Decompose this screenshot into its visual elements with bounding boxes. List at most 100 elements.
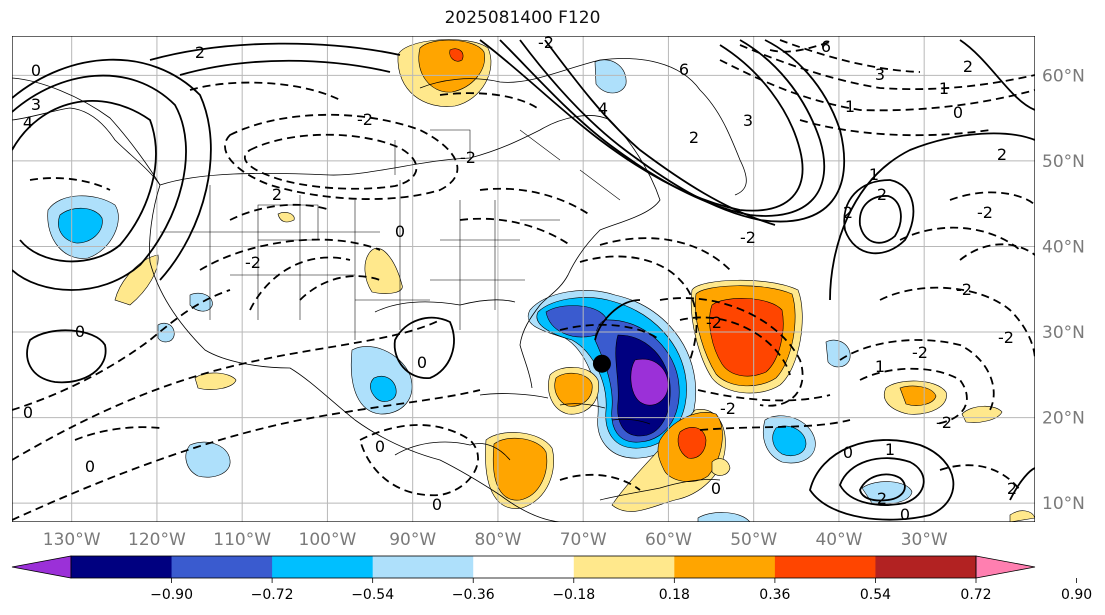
contour-label: -2 <box>357 110 373 129</box>
colorbar-extend-high <box>975 555 1036 579</box>
negative-anomaly-region <box>697 512 751 522</box>
negative-anomaly-region <box>825 339 851 368</box>
longitude-label: 110°W <box>213 530 271 550</box>
contour-label: 3 <box>875 65 885 84</box>
colorbar-tick-label: −0.54 <box>351 587 394 603</box>
contour-label: 6 <box>679 60 689 79</box>
contour-label: -2 <box>956 280 972 299</box>
contour-labels: 2 0 3 4 -2 -2 0 2 -2 0 0 0 0 0 0 4 6 3 2… <box>23 33 1017 524</box>
colorbar-tick-label: −0.72 <box>251 587 294 603</box>
latitude-label: 40°N <box>1042 237 1085 257</box>
contour-label: 1 <box>939 79 949 98</box>
contour-label: 0 <box>417 353 427 372</box>
contour-label: 0 <box>23 403 33 422</box>
latitude-label: 10°N <box>1042 494 1085 514</box>
contour-label: -2 <box>998 328 1014 347</box>
contour-label: 1 <box>885 440 895 459</box>
latitude-label: 60°N <box>1042 66 1085 86</box>
longitude-label: 60°W <box>645 530 692 550</box>
colorbar-tick-label: 0.90 <box>1061 587 1092 603</box>
contour-label: -2 <box>706 313 722 332</box>
contour-label: 2 <box>272 185 282 204</box>
positive-anomaly-region <box>114 254 159 306</box>
longitude-label: 90°W <box>389 530 436 550</box>
contour-label: 0 <box>375 437 385 456</box>
negative-anomaly-region <box>861 481 913 505</box>
latitude-labels: 60°N 50°N 40°N 30°N 20°N 10°N <box>1042 66 1085 514</box>
colorbar-tick-label: −0.90 <box>150 587 193 603</box>
contour-label: 2 <box>997 145 1007 164</box>
colorbar-segment <box>171 556 273 578</box>
colorbar-tick-label: −0.18 <box>552 587 595 603</box>
colorbar-segment <box>71 556 173 578</box>
colorbar-tick-label: 0.18 <box>659 587 690 603</box>
map-area: 2 0 3 4 -2 -2 0 2 -2 0 0 0 0 0 0 4 6 3 2… <box>12 33 1035 524</box>
contour-label: 2 <box>963 57 973 76</box>
longitude-label: 30°W <box>901 530 948 550</box>
longitude-label: 50°W <box>730 530 777 550</box>
latitude-label: 30°N <box>1042 323 1085 343</box>
contour-label: 2 <box>877 489 887 508</box>
longitude-label: 120°W <box>128 530 186 550</box>
longitude-label: 100°W <box>299 530 357 550</box>
negative-anomaly-region <box>630 358 669 406</box>
contour-label: 0 <box>85 457 95 476</box>
colorbar-segment <box>674 556 776 578</box>
contour-label: 3 <box>31 95 41 114</box>
contour-label: 0 <box>953 103 963 122</box>
latitude-label: 20°N <box>1042 409 1085 429</box>
contour-label: 2 <box>689 128 699 147</box>
positive-anomaly-region <box>709 298 784 377</box>
contour-label: 0 <box>900 505 910 524</box>
colorbar-tick-label: 0.36 <box>759 587 790 603</box>
storm-center-marker <box>592 354 611 373</box>
contour-label: 0 <box>432 495 442 514</box>
positive-anomaly-region <box>899 385 937 406</box>
longitude-label: 70°W <box>560 530 607 550</box>
negative-anomaly-region <box>594 59 627 94</box>
positive-anomaly-region <box>492 437 548 501</box>
contour-label: 2 <box>195 43 205 62</box>
colorbar-segment <box>875 556 977 578</box>
positive-anomaly-region <box>277 212 295 223</box>
contour-label: 1 <box>875 357 885 376</box>
contour-label: 1 <box>845 97 855 116</box>
colorbar-tick-label: 0.72 <box>960 587 991 603</box>
contour-label: 2 <box>877 185 887 204</box>
colorbar-segment <box>573 556 675 578</box>
colorbar-extend-low <box>11 555 72 579</box>
colorbar-segment <box>372 556 474 578</box>
contour-label: 1 <box>869 165 879 184</box>
longitude-label: 40°W <box>815 530 862 550</box>
colorbar-tick-label: 0.54 <box>860 587 891 603</box>
positive-anomaly-region <box>1009 510 1035 522</box>
contour-label: 4 <box>23 113 33 132</box>
positive-anomaly-region <box>677 427 707 459</box>
contour-label: 3 <box>743 111 753 130</box>
state-borders <box>160 129 621 340</box>
positive-anomaly-region <box>711 458 731 476</box>
contour-label: -2 <box>720 399 736 418</box>
negative-anomaly-region <box>772 425 807 456</box>
positive-anomaly-region <box>449 48 464 62</box>
contour-lines-negative <box>12 39 1035 521</box>
positive-anomaly-region <box>961 405 1003 423</box>
contour-label: 2 <box>1007 479 1017 498</box>
colorbar-segment <box>473 556 575 578</box>
contour-label: 6 <box>821 37 831 56</box>
latitude-label: 50°N <box>1042 152 1085 172</box>
contour-label: -2 <box>460 148 476 167</box>
contour-label: 0 <box>75 322 85 341</box>
colorbar-tick-label: −0.36 <box>452 587 495 603</box>
contour-label: 0 <box>31 61 41 80</box>
contour-label: -2 <box>245 253 261 272</box>
negative-anomaly-region <box>370 375 397 402</box>
longitude-labels: 130°W 120°W 110°W 100°W 90°W 80°W 70°W 60°W 50°W… <box>43 530 948 550</box>
negative-anomaly-region <box>58 207 103 244</box>
positive-anomaly-region <box>364 247 403 294</box>
longitude-label: 130°W <box>43 530 101 550</box>
contour-label: 0 <box>711 479 721 498</box>
contour-label: -2 <box>538 33 554 52</box>
negative-anomaly-region <box>185 441 231 478</box>
contour-lines <box>12 39 1035 521</box>
